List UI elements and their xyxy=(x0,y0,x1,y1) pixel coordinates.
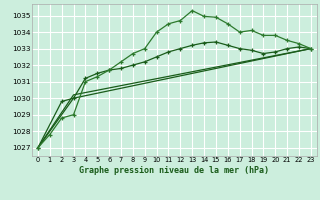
X-axis label: Graphe pression niveau de la mer (hPa): Graphe pression niveau de la mer (hPa) xyxy=(79,166,269,175)
